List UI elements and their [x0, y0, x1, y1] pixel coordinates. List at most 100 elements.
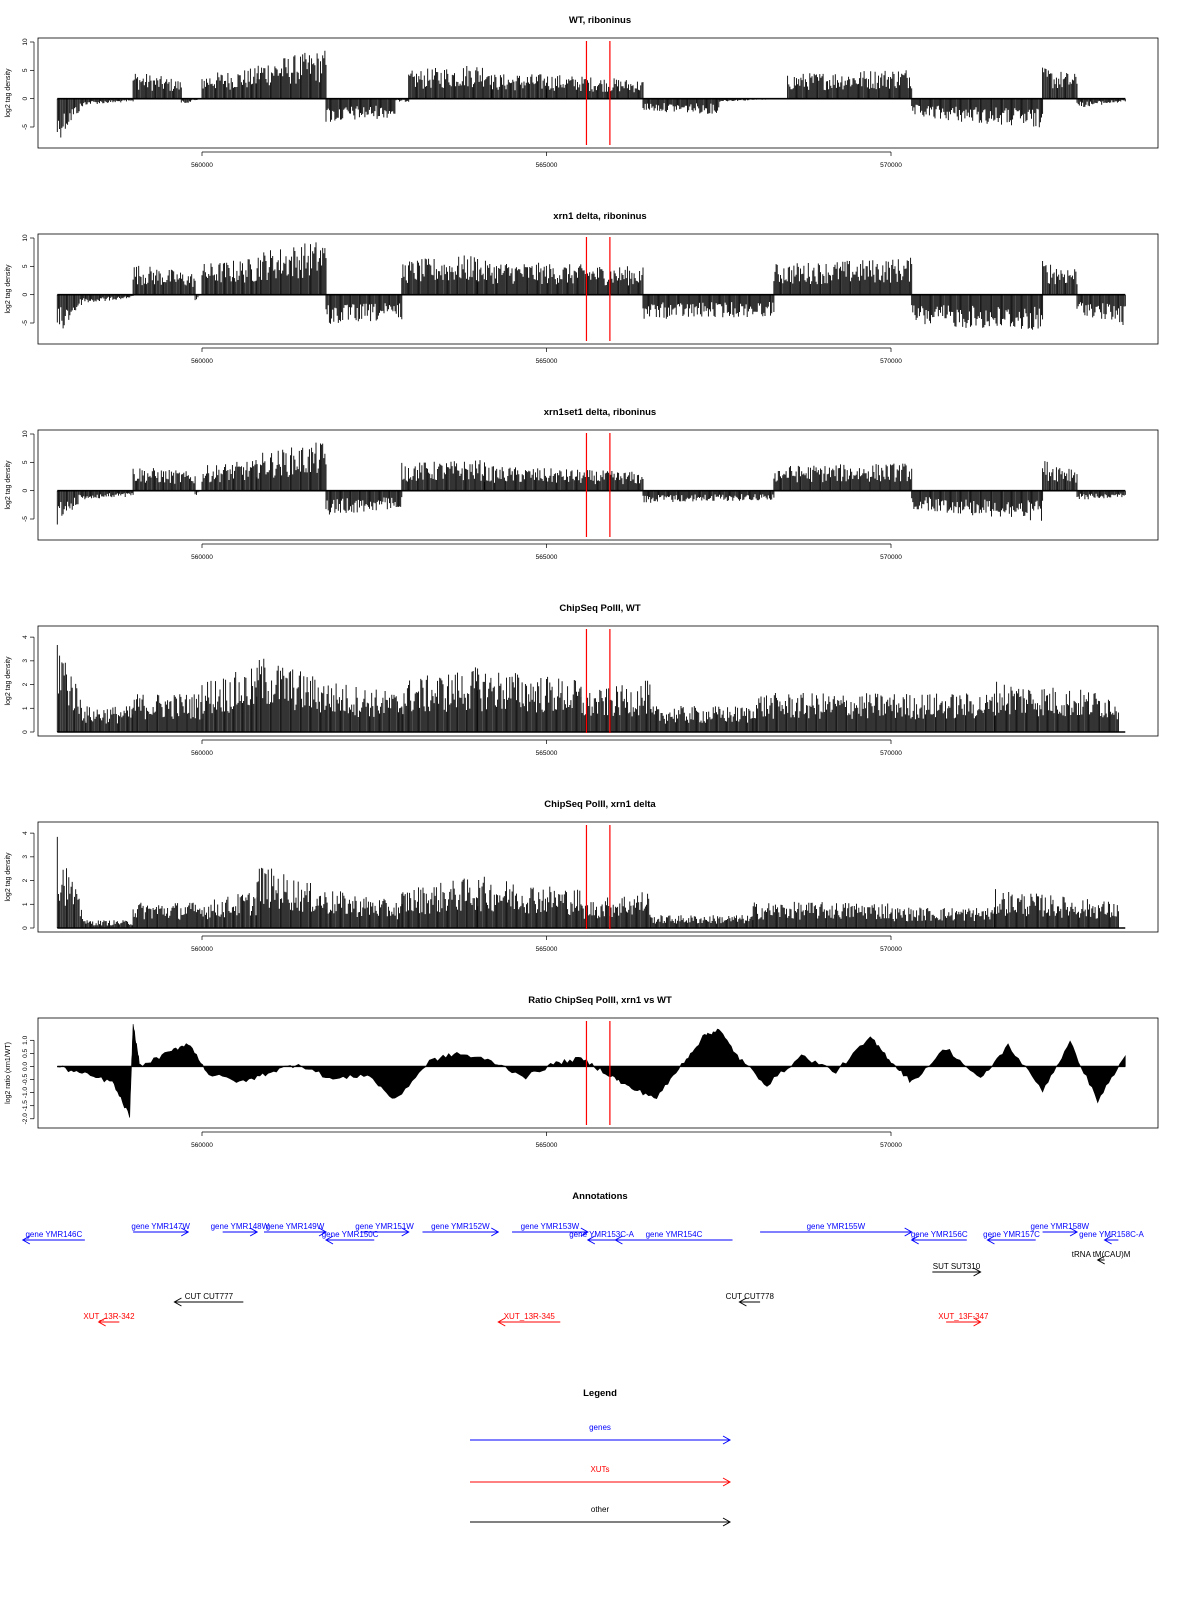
annotation-label: gene YMR158W	[1031, 1222, 1090, 1231]
bar-segment-1	[56, 645, 86, 732]
y-axis: -5 0 5 10	[22, 38, 35, 130]
x-tick-label: 560000	[191, 946, 213, 953]
y-axis-label: log2 tag density	[5, 460, 12, 510]
bar-segment-14	[1076, 294, 1126, 325]
annotation-label: XUT_13F-347	[938, 1312, 989, 1321]
panel-title: ChipSeq PolII, WT	[559, 603, 640, 614]
x-tick-label: 565000	[536, 358, 558, 365]
plot-frame	[37, 429, 1159, 541]
annotation-label: gene YMR154C	[646, 1230, 703, 1239]
x-tick-label: 560000	[191, 554, 213, 561]
bar-segment-5	[201, 68, 258, 99]
chart-panel-3: xrn1set1 delta, riboninus -5 0 5 10 log2 tag …	[5, 407, 1159, 561]
annotations-section: Annotations gene YMR146C gene YMR147W gene …	[21, 1191, 1145, 1327]
y-tick-label: 5	[22, 460, 29, 464]
bar-segment-2	[84, 920, 134, 928]
bar-segment-12	[642, 98, 720, 114]
bar-segment-3	[132, 265, 196, 295]
bar-segment-5	[256, 867, 327, 928]
arrowhead-icon	[738, 1297, 747, 1307]
plot-frame	[37, 37, 1159, 149]
arrowhead-icon	[722, 1477, 732, 1487]
x-tick-label: 570000	[880, 1142, 902, 1149]
y-tick-label: -1.5	[22, 1100, 29, 1112]
annotation-gene-ymr158c-a: gene YMR158C-A	[1079, 1230, 1145, 1245]
bar-segment-7	[325, 98, 396, 122]
y-tick-label: 4	[22, 635, 29, 639]
bar-segment-5	[201, 460, 258, 491]
annotation-gene-ymr153c-a: gene YMR153C-A	[569, 1230, 635, 1245]
bar-segment-13	[993, 681, 1119, 732]
annotation-label: gene YMR153W	[521, 1222, 580, 1231]
annotation-label: gene YMR149W	[266, 1222, 325, 1231]
x-axis: 560000 565000 570000	[191, 543, 902, 561]
arrowhead-icon	[973, 1317, 982, 1327]
x-tick-label: 565000	[536, 946, 558, 953]
y-tick-label: -5	[22, 516, 29, 522]
x-tick-label: 570000	[880, 554, 902, 561]
arrowhead-icon	[491, 1227, 500, 1237]
arrowhead-icon	[180, 1227, 190, 1237]
annotation-gene-ymr149w: gene YMR149W	[264, 1222, 328, 1237]
x-tick-label: 565000	[536, 162, 558, 169]
annotation-label: gene YMR158C-A	[1079, 1230, 1144, 1239]
y-tick-label: 0	[22, 96, 29, 100]
panel-title: xrn1 delta, riboninus	[553, 211, 646, 222]
annotation-trna-tm-cau-m: tRNA tM(CAU)M	[1072, 1250, 1131, 1265]
legend-section: Legend genes XUTs other	[470, 1388, 732, 1527]
annotation-gene-ymr157c: gene YMR157C	[983, 1230, 1040, 1245]
chart-panel-2: xrn1 delta, riboninus -5 0 5 10 log2 tag dens…	[5, 211, 1159, 365]
chart-panel-5: ChipSeq PolII, xrn1 delta 0 1 2 3 4 log2 tag d…	[5, 799, 1159, 953]
bar-segment-3	[132, 468, 196, 491]
data-series	[56, 836, 1126, 929]
bar-segment-7	[325, 490, 403, 515]
bar-segment-10	[649, 915, 754, 928]
arrowhead-icon	[910, 1235, 919, 1245]
annotation-label: gene YMR148W	[211, 1222, 270, 1231]
bar-segment-12	[911, 490, 1044, 521]
x-tick-label: 560000	[191, 750, 213, 757]
x-tick-label: 570000	[880, 750, 902, 757]
arrowhead-icon	[986, 1235, 995, 1245]
panel-title: ChipSeq PolII, xrn1 delta	[544, 799, 656, 810]
x-tick-label: 560000	[191, 1142, 213, 1149]
annotation-gene-ymr155w: gene YMR155W	[760, 1222, 913, 1237]
chart-panel-4: ChipSeq PolII, WT 0 1 2 3 4 log2 tag density 56…	[5, 603, 1159, 757]
bar-segment-2	[84, 490, 134, 500]
chart-panel-6: Ratio ChipSeq PolII, xrn1 vs WT-2.0-1.5-…	[5, 995, 1159, 1149]
legend-item-other: other	[470, 1505, 732, 1527]
bar-segment-10	[490, 74, 547, 99]
bar-segment-8	[477, 668, 582, 732]
plot-frame	[37, 1017, 1159, 1129]
bar-segment-11	[546, 75, 644, 99]
annotation-gene-ymr146c: gene YMR146C	[21, 1230, 85, 1245]
y-axis: -5 0 5 10	[22, 430, 35, 522]
y-tick-label: -2.0	[22, 1113, 29, 1125]
bar-segment-13	[1042, 461, 1078, 491]
legend-label: genes	[589, 1423, 611, 1432]
y-axis-label: log2 tag density	[5, 264, 12, 314]
panel-title: Ratio ChipSeq PolII, xrn1 vs WT	[528, 995, 672, 1006]
y-tick-label: 3	[22, 855, 29, 859]
y-axis-label: log2 tag density	[5, 852, 12, 902]
bar-segment-9	[580, 892, 651, 928]
bar-segment-13	[718, 98, 786, 102]
bar-segment-9	[580, 680, 651, 732]
bar-segment-2	[84, 706, 134, 732]
y-tick-label: 2	[22, 878, 29, 882]
annotation-label: XUT_13R-342	[83, 1312, 135, 1321]
x-axis: 560000 565000 570000	[191, 1131, 902, 1149]
annotation-label: gene YMR151W	[355, 1222, 414, 1231]
annotation-gene-ymr151w: gene YMR151W	[355, 1222, 414, 1237]
annotation-label: gene YMR152W	[431, 1222, 490, 1231]
arrowhead-icon	[97, 1317, 106, 1327]
arrowhead-icon	[1103, 1235, 1112, 1245]
arrowhead-icon	[318, 1227, 328, 1237]
arrowhead-icon	[1096, 1255, 1105, 1265]
legend-label: XUTs	[590, 1465, 609, 1474]
x-tick-label: 565000	[536, 750, 558, 757]
annotation-cut-cut778: CUT CUT778	[726, 1292, 774, 1307]
y-tick-label: 1	[22, 902, 29, 906]
plot-frame	[37, 233, 1159, 345]
y-tick-label: 0	[22, 488, 29, 492]
